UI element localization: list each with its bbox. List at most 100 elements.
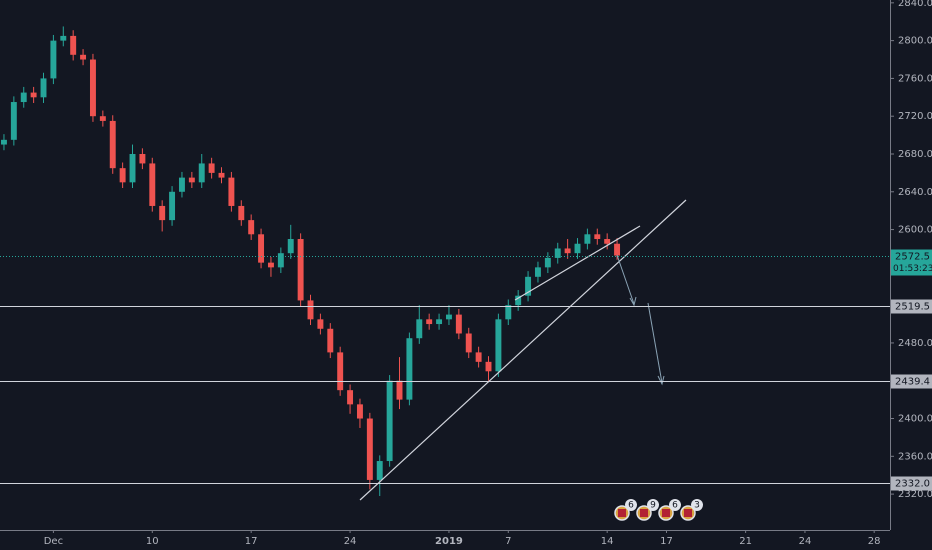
candle-body bbox=[475, 352, 482, 362]
candle-body bbox=[70, 35, 77, 55]
candle-body bbox=[485, 361, 492, 372]
candles bbox=[0, 26, 621, 496]
y-tick-label: 2320.0 bbox=[898, 489, 932, 500]
last-price-box bbox=[891, 249, 932, 276]
candle-body bbox=[109, 120, 116, 169]
candle-body bbox=[564, 248, 571, 254]
candle-body bbox=[277, 253, 284, 268]
level-label: 2439.4 bbox=[895, 377, 930, 388]
candle-body bbox=[30, 92, 37, 98]
candle-body bbox=[40, 78, 47, 98]
candle-body bbox=[386, 380, 393, 462]
countdown: 01:53:23 bbox=[893, 264, 932, 274]
candle-body bbox=[267, 262, 274, 268]
y-tick-label: 2400.0 bbox=[898, 414, 932, 425]
candle-body bbox=[525, 276, 532, 296]
candle-body bbox=[347, 390, 354, 405]
candle-body bbox=[297, 239, 304, 301]
y-tick-label: 2720.0 bbox=[898, 111, 932, 122]
level-label-box bbox=[891, 476, 932, 491]
candle-body bbox=[337, 352, 344, 391]
candle-body bbox=[50, 40, 57, 79]
candle-body bbox=[594, 234, 601, 240]
candle-body bbox=[574, 243, 581, 254]
x-tick-label: 14 bbox=[601, 536, 614, 547]
candle-body bbox=[258, 234, 265, 263]
candle-body bbox=[248, 220, 255, 235]
event-count-badge bbox=[625, 499, 637, 511]
candle-body bbox=[208, 163, 215, 173]
candle-body bbox=[159, 205, 166, 221]
candle-body bbox=[584, 234, 591, 244]
y-tick-label: 2600.0 bbox=[898, 225, 932, 236]
candle-body bbox=[89, 59, 96, 117]
y-tick-label: 2480.0 bbox=[898, 338, 932, 349]
candle-body bbox=[20, 92, 27, 103]
x-tick-label: 17 bbox=[660, 536, 673, 547]
x-tick-label: 17 bbox=[245, 536, 258, 547]
candle-body bbox=[604, 239, 611, 244]
candle-body bbox=[534, 267, 541, 277]
x-tick-label: 24 bbox=[799, 536, 812, 547]
event-count-badge bbox=[669, 499, 681, 511]
candle-body bbox=[465, 333, 472, 353]
candle-body bbox=[60, 35, 67, 41]
candle-body bbox=[287, 239, 294, 254]
candle-body bbox=[149, 163, 156, 206]
candle-body bbox=[0, 139, 7, 145]
x-tick-label: 24 bbox=[344, 536, 357, 547]
candle-body bbox=[544, 257, 551, 268]
y-tick-label: 2360.0 bbox=[898, 451, 932, 462]
candle-body bbox=[327, 328, 334, 353]
candle-body bbox=[218, 172, 225, 178]
candle-body bbox=[238, 205, 245, 221]
candle-body bbox=[178, 177, 185, 192]
candle-body bbox=[376, 461, 383, 480]
last-price-label: 2572.5 bbox=[895, 252, 930, 263]
candle-body bbox=[614, 243, 621, 256]
trendline bbox=[514, 225, 641, 301]
arrow-head bbox=[657, 375, 665, 386]
candle-body bbox=[436, 319, 443, 325]
x-tick-label: 21 bbox=[739, 536, 752, 547]
event-flag bbox=[662, 509, 670, 517]
y-tick-label: 2840.0 bbox=[898, 0, 932, 9]
candle-body bbox=[99, 116, 106, 121]
arrow bbox=[647, 302, 663, 384]
arrow-head bbox=[629, 296, 637, 307]
arrow bbox=[616, 254, 635, 305]
event-count-badge bbox=[647, 499, 659, 511]
event-flag bbox=[684, 509, 692, 517]
candle-body bbox=[228, 177, 235, 206]
y-tick-label: 2680.0 bbox=[898, 149, 932, 160]
event-count: 6 bbox=[628, 501, 634, 511]
candle-body bbox=[505, 305, 512, 320]
event-count: 3 bbox=[694, 501, 700, 511]
candle-body bbox=[129, 153, 136, 183]
candle-body bbox=[198, 163, 205, 183]
y-tick-label: 2800.0 bbox=[898, 36, 932, 47]
x-tick-label: Dec bbox=[44, 536, 63, 547]
candle-body bbox=[188, 177, 195, 183]
candle-body bbox=[406, 338, 413, 400]
y-tick-label: 2640.0 bbox=[898, 187, 932, 198]
x-tick-label: 28 bbox=[868, 536, 881, 547]
candle-body bbox=[416, 319, 423, 339]
event-flag bbox=[618, 509, 626, 517]
level-label-box bbox=[891, 374, 932, 389]
event-count: 6 bbox=[672, 501, 678, 511]
event-count-badge bbox=[691, 499, 703, 511]
y-tick-label: 2760.0 bbox=[898, 73, 932, 84]
candle-body bbox=[515, 295, 522, 306]
x-tick-label: 10 bbox=[146, 536, 159, 547]
level-label: 2332.0 bbox=[895, 479, 930, 490]
trendline bbox=[359, 199, 687, 501]
candle-body bbox=[356, 404, 363, 419]
candle-body bbox=[495, 319, 502, 372]
candle-body bbox=[169, 191, 176, 221]
candle-body bbox=[445, 314, 452, 320]
x-tick-label: 2019 bbox=[435, 536, 463, 547]
level-label: 2519.5 bbox=[895, 302, 930, 313]
